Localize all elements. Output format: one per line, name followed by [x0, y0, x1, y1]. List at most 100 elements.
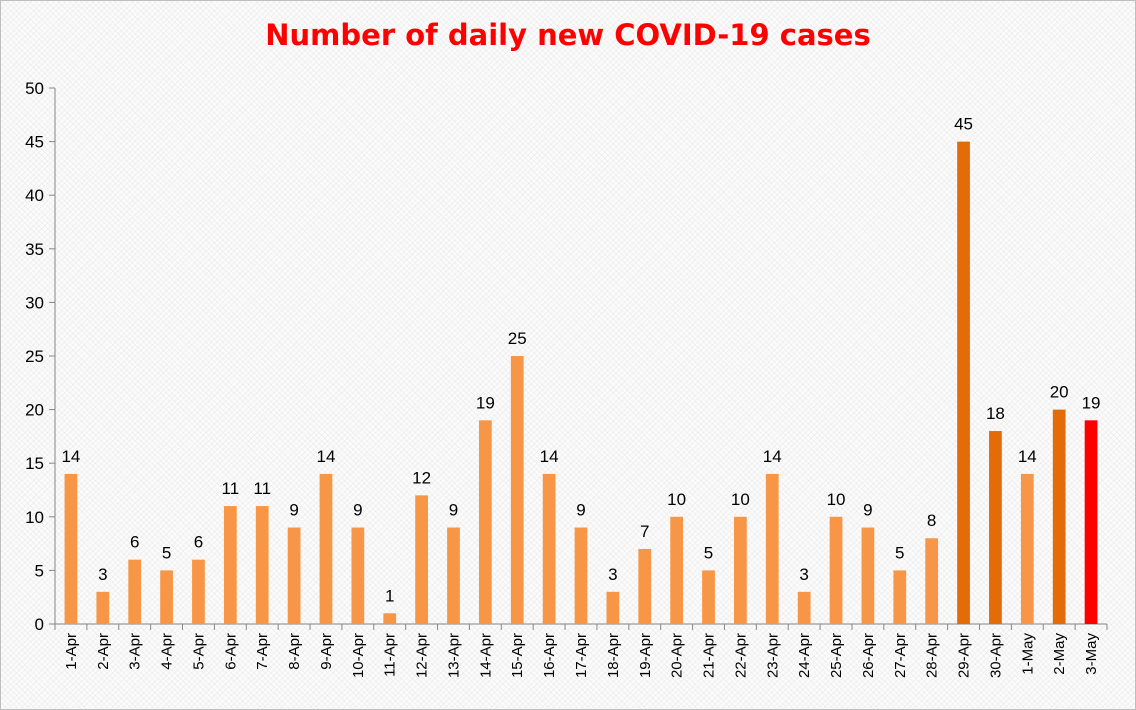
data-label: 1 [385, 586, 394, 605]
x-tick-label: 2-May [1051, 633, 1068, 675]
data-label: 8 [927, 511, 936, 530]
bar-2-May [1052, 409, 1066, 624]
x-tick-label: 15-Apr [509, 633, 526, 678]
data-label: 14 [1018, 447, 1037, 466]
y-tick-label: 25 [25, 347, 44, 366]
y-tick-label: 0 [35, 615, 44, 634]
y-tick-label: 30 [25, 293, 44, 312]
x-tick-label: 1-Apr [63, 633, 80, 670]
x-tick-label: 2-Apr [95, 633, 112, 670]
data-label: 9 [576, 501, 585, 520]
y-tick-label: 45 [25, 133, 44, 152]
x-tick-label: 25-Apr [828, 633, 845, 678]
data-label: 25 [508, 329, 527, 348]
data-label: 3 [98, 565, 107, 584]
x-tick-label: 30-Apr [987, 633, 1004, 678]
data-label: 14 [61, 447, 80, 466]
data-label: 6 [194, 533, 203, 552]
data-label: 9 [449, 501, 458, 520]
x-tick-label: 22-Apr [732, 633, 749, 678]
data-label: 14 [317, 447, 336, 466]
y-tick-label: 35 [25, 240, 44, 259]
bar-24-Apr [797, 591, 811, 624]
y-tick-label: 15 [25, 454, 44, 473]
bar-5-Apr [192, 559, 205, 624]
x-tick-label: 19-Apr [637, 633, 654, 678]
x-tick-label: 3-May [1083, 633, 1100, 675]
x-tick-label: 24-Apr [796, 633, 813, 678]
data-label: 12 [412, 468, 431, 487]
data-label: 18 [986, 404, 1005, 423]
bar-15-Apr [510, 356, 524, 624]
bar-12-Apr [415, 495, 428, 624]
data-label: 9 [289, 501, 298, 520]
bar-9-Apr [319, 473, 333, 624]
data-label: 5 [895, 543, 904, 562]
bar-13-Apr [447, 527, 460, 624]
x-tick-label: 9-Apr [318, 633, 335, 670]
x-tick-label: 10-Apr [350, 633, 367, 678]
data-label: 9 [863, 501, 872, 520]
bar-7-Apr [255, 506, 269, 624]
x-tick-label: 20-Apr [669, 633, 686, 678]
x-tick-label: 8-Apr [286, 633, 303, 670]
y-tick-label: 10 [25, 508, 44, 527]
x-tick-label: 23-Apr [764, 633, 781, 678]
y-tick-label: 50 [25, 79, 44, 98]
bar-26-Apr [861, 527, 875, 624]
bar-28-Apr [925, 538, 939, 624]
x-tick-label: 14-Apr [477, 633, 494, 678]
bar-16-Apr [542, 473, 556, 624]
x-tick-label: 5-Apr [190, 633, 207, 670]
bar-22-Apr [734, 516, 747, 624]
bar-8-Apr [287, 527, 301, 624]
x-tick-label: 16-Apr [541, 633, 558, 678]
data-label: 7 [640, 522, 649, 541]
data-label: 11 [253, 479, 271, 498]
bar-19-Apr [638, 548, 652, 624]
data-label: 10 [731, 490, 750, 509]
data-label: 14 [763, 447, 782, 466]
data-label: 5 [162, 543, 171, 562]
x-tick-label: 7-Apr [254, 633, 271, 670]
data-label: 10 [667, 490, 686, 509]
x-tick-label: 28-Apr [924, 633, 941, 678]
bar-27-Apr [893, 570, 907, 624]
data-label: 11 [222, 479, 240, 498]
bar-1-Apr [64, 473, 78, 624]
x-tick-label: 13-Apr [445, 633, 462, 678]
data-label: 9 [353, 501, 362, 520]
x-tick-label: 26-Apr [860, 633, 877, 678]
bar-23-Apr [765, 473, 779, 624]
data-label: 10 [827, 490, 846, 509]
bar-14-Apr [478, 420, 492, 624]
x-tick-label: 12-Apr [414, 633, 431, 678]
bar-1-May [1020, 473, 1034, 624]
bar-29-Apr [957, 141, 970, 624]
data-label: 20 [1050, 383, 1069, 402]
bar-2-Apr [96, 591, 110, 624]
x-tick-label: 29-Apr [956, 633, 973, 678]
bar-3-Apr [128, 559, 142, 624]
x-tick-label: 17-Apr [573, 633, 590, 678]
bar-18-Apr [606, 591, 620, 624]
data-label: 6 [130, 533, 139, 552]
bar-17-Apr [574, 527, 588, 624]
bar-11-Apr [383, 613, 397, 624]
bar-3-May [1084, 420, 1098, 624]
x-tick-label: 11-Apr [382, 633, 399, 677]
bar-20-Apr [670, 516, 684, 624]
x-tick-label: 3-Apr [127, 633, 144, 670]
data-label: 45 [954, 115, 973, 134]
data-label: 3 [799, 565, 808, 584]
bar-25-Apr [829, 516, 843, 624]
y-tick-label: 40 [25, 186, 44, 205]
data-label: 14 [540, 447, 559, 466]
chart-title: Number of daily new COVID-19 cases [265, 18, 871, 52]
bar-10-Apr [351, 527, 365, 624]
bar-21-Apr [702, 570, 715, 624]
bar-4-Apr [160, 570, 173, 624]
x-tick-label: 27-Apr [892, 633, 909, 678]
